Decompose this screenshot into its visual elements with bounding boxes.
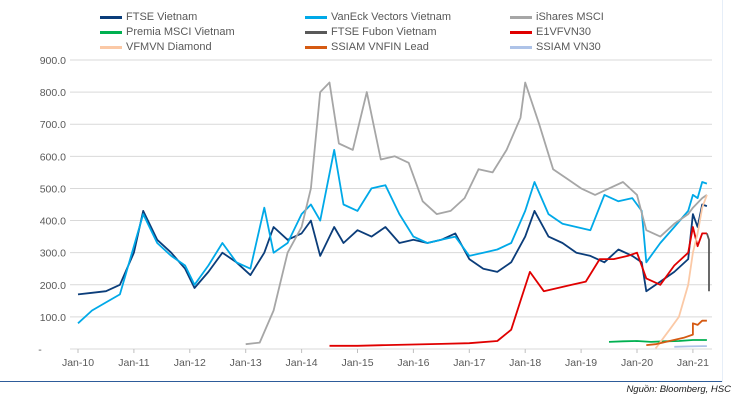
series-line-ssiam-vnfin-lead: [646, 319, 707, 346]
legend-label: FTSE Fubon Vietnam: [331, 26, 437, 38]
y-tick-label: 100.0: [40, 312, 66, 324]
legend-swatch: [100, 15, 122, 19]
legend-swatch: [305, 30, 327, 34]
x-tick-label: Jan-11: [118, 357, 149, 369]
legend-label: FTSE Vietnam: [126, 11, 198, 23]
legend-swatch: [305, 15, 327, 19]
x-tick-label: Jan-17: [453, 357, 485, 369]
legend: FTSE Vietnam VanEck Vectors Vietnam iShare…: [0, 0, 753, 60]
legend-label: iShares MSCI: [536, 11, 604, 23]
legend-swatch: [510, 45, 532, 49]
legend-swatch: [510, 15, 532, 19]
legend-swatch: [305, 45, 327, 49]
y-tick-label: -: [38, 344, 42, 356]
footer-divider: [0, 381, 722, 382]
series-line-ftse-vietnam: [77, 203, 708, 296]
series-line-premia-msci-vietnam: [608, 339, 707, 343]
legend-item: VanEck Vectors Vietnam: [305, 11, 451, 23]
legend-item: FTSE Fubon Vietnam: [305, 26, 437, 38]
legend-item: SSIAM VNFIN Lead: [305, 41, 429, 53]
source-note: Nguồn: Bloomberg, HSC: [626, 384, 731, 395]
x-tick-label: Jan-20: [621, 357, 653, 369]
legend-label: E1VFVN30: [536, 26, 592, 38]
legend-item: E1VFVN30: [510, 26, 591, 38]
x-tick-label: Jan-16: [397, 357, 429, 369]
legend-item: SSIAM VN30: [510, 41, 601, 53]
y-tick-label: 800.0: [40, 87, 66, 99]
y-tick-label: 300.0: [40, 248, 66, 260]
series-line-vfmvn-diamond: [654, 194, 708, 349]
x-tick-label: Jan-10: [62, 357, 94, 369]
legend-label: SSIAM VN30: [536, 41, 601, 53]
legend-swatch: [510, 30, 532, 34]
series-line-e1vfvn30: [329, 226, 707, 347]
legend-label: VanEck Vectors Vietnam: [331, 11, 452, 23]
legend-swatch: [100, 45, 122, 49]
y-tick-label: 600.0: [40, 151, 66, 163]
x-tick-label: Jan-19: [565, 357, 597, 369]
x-tick-label: Jan-13: [230, 357, 262, 369]
series-line-vaneck-vectors-vietnam: [77, 148, 708, 324]
legend-item: iShares MSCI: [510, 11, 604, 23]
legend-label: VFMVN Diamond: [126, 41, 212, 53]
y-tick-label: 700.0: [40, 119, 66, 131]
legend-item: Premia MSCI Vietnam: [100, 26, 235, 38]
x-tick-label: Jan-14: [286, 357, 318, 369]
series-line-ftse-fubon-vietnam: [706, 233, 710, 292]
x-tick-label: Jan-18: [509, 357, 541, 369]
legend-swatch: [100, 30, 122, 34]
legend-label: Premia MSCI Vietnam: [126, 26, 235, 38]
legend-item: FTSE Vietnam: [100, 11, 197, 23]
legend-label: SSIAM VNFIN Lead: [331, 41, 429, 53]
y-tick-label: 500.0: [40, 183, 66, 195]
series-line-ishares-msci: [245, 81, 708, 346]
y-tick-label: 200.0: [40, 280, 66, 292]
x-tick-label: Jan-15: [341, 357, 373, 369]
legend-item: VFMVN Diamond: [100, 41, 212, 53]
frame-edge: [722, 0, 723, 382]
series-line-ssiam-vn30: [674, 345, 707, 348]
y-tick-label: 400.0: [40, 216, 66, 228]
x-tick-label: Jan-12: [174, 357, 206, 369]
x-tick-label: Jan-21: [677, 357, 709, 369]
y-tick-label: 900.0: [40, 55, 66, 67]
